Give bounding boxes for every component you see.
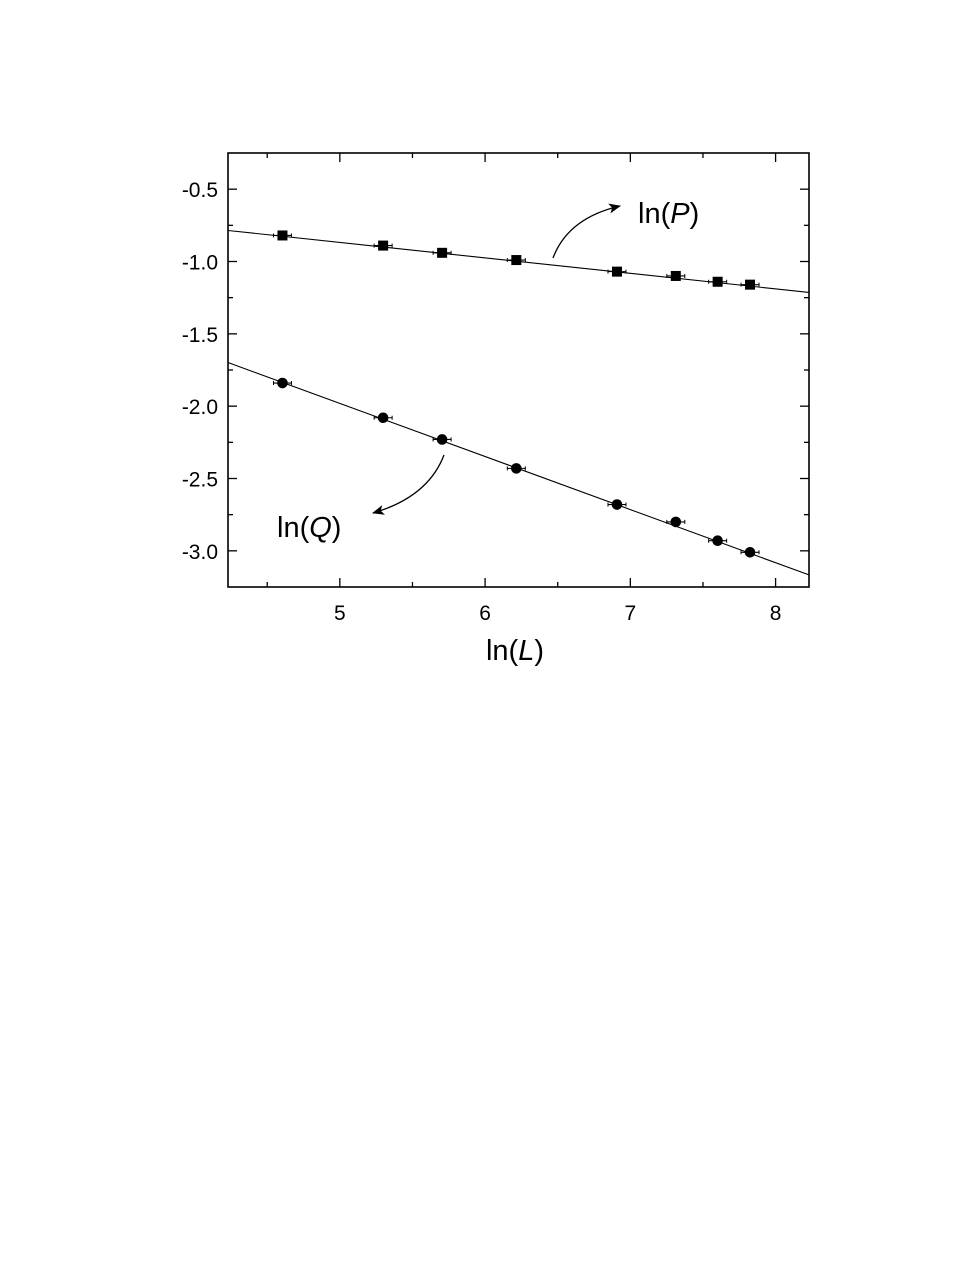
y-tick-label: -3.0: [182, 541, 218, 564]
x-tick-label: 7: [624, 602, 636, 625]
y-tick-label: -0.5: [182, 179, 218, 202]
series-q-arrow: [372, 454, 445, 515]
x-axis-title: ln(L): [486, 635, 544, 667]
data-point-square: [437, 247, 448, 258]
data-point-circle: [377, 412, 389, 424]
data-point-circle: [744, 546, 756, 558]
data-point-circle: [436, 434, 448, 445]
y-tick-label: -2.0: [182, 396, 218, 419]
y-tick-label: -2.5: [182, 469, 218, 492]
data-point-circle: [670, 516, 682, 528]
x-tick-label: 6: [479, 602, 491, 625]
y-tick-label: -1.0: [182, 252, 218, 275]
x-tick-label: 5: [334, 602, 346, 625]
data-point-square: [712, 276, 723, 287]
data-point-circle: [277, 377, 288, 389]
series-p-label: ln(P): [638, 198, 699, 230]
data-point-square: [745, 279, 756, 290]
y-tick-label: -1.5: [182, 324, 218, 347]
data-point-square: [378, 240, 389, 251]
series-p-arrow: [552, 203, 621, 259]
data-point-square: [611, 266, 622, 277]
data-point-circle: [611, 499, 623, 510]
data-point-square: [670, 270, 681, 281]
data-point-square: [511, 255, 522, 266]
x-tick-label: 8: [770, 602, 782, 625]
series-q-label: ln(Q): [277, 512, 341, 544]
data-point-circle: [712, 535, 723, 547]
data-point-circle: [511, 463, 522, 474]
data-point-square: [277, 230, 288, 241]
